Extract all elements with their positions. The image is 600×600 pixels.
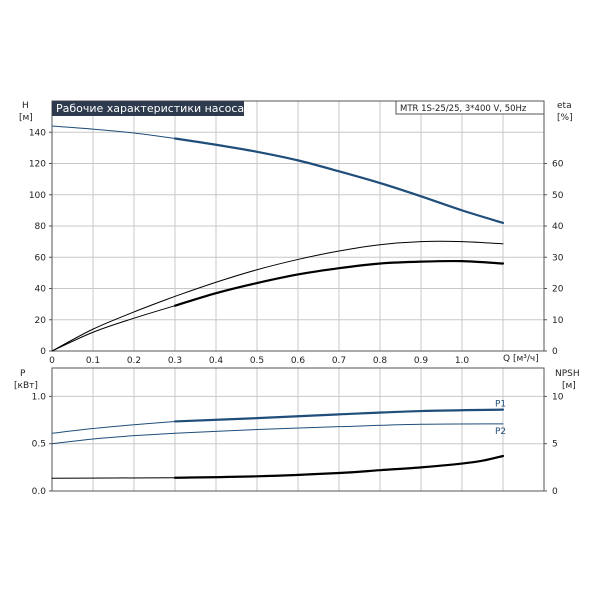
x-tick-label: 0.5 <box>250 356 264 366</box>
bottom-y-left-tick-label: 0.0 <box>32 487 47 497</box>
top-y-right-tick-label: 0 <box>552 347 558 357</box>
top-y-left-tick-label: 140 <box>29 128 46 138</box>
series-label-p2: P2 <box>495 427 506 437</box>
top-y-right-tick-label: 60 <box>552 160 564 170</box>
top-grid <box>52 101 544 351</box>
top-y-right-tick-label: 40 <box>552 222 564 232</box>
top-right-axis-label-1: eta <box>557 101 572 111</box>
x-tick-label: 0.6 <box>291 356 306 366</box>
top-y-left-tick-label: 100 <box>29 191 46 201</box>
top-series-line-5 <box>173 259 505 307</box>
bottom-panel: P1 P2 0.0 0.5 1.0 0 5 10 P [кВт] NPSH [м] <box>14 367 580 497</box>
x-tick-label: 0.3 <box>168 356 182 366</box>
top-left-axis-label-1: H <box>22 101 29 111</box>
bottom-right-axis-label-1: NPSH <box>555 369 580 379</box>
bottom-series-line-0 <box>51 420 176 434</box>
top-y-left-tick-label: 120 <box>29 160 46 170</box>
bottom-series-line-5 <box>173 454 505 479</box>
top-y-right-tick-label: 30 <box>552 253 564 263</box>
x-tick-label: 0.7 <box>332 356 346 366</box>
chart-title: Рабочие характеристики насоса <box>56 102 244 115</box>
top-series-line-4 <box>51 305 176 352</box>
top-right-axis-label-2: [%] <box>557 113 573 123</box>
x-tick-label: 0.9 <box>414 356 429 366</box>
bottom-left-axis-label-1: P <box>20 369 26 379</box>
x-tick-label: 0.2 <box>127 356 141 366</box>
top-y-left-tick-label: 0 <box>40 347 46 357</box>
top-ticks: 0 20 40 60 80 100 120 140 0 10 20 30 40 50 60 0 0.1 0.2 0.… <box>29 128 564 366</box>
top-left-axis-label-2: [м] <box>19 113 33 123</box>
top-y-left-tick-label: 60 <box>35 253 47 263</box>
top-series-line-1 <box>173 137 505 224</box>
bottom-ticks: 0.0 0.5 1.0 0 5 10 <box>32 392 564 497</box>
x-tick-label: 0.1 <box>86 356 100 366</box>
bottom-left-axis-label-2: [кВт] <box>14 381 38 391</box>
top-series-line-2 <box>51 295 176 352</box>
top-y-left-tick-label: 40 <box>35 285 47 295</box>
series-label-p1: P1 <box>495 400 506 410</box>
x-axis-label: Q [м³/ч] <box>503 354 539 364</box>
bottom-grid <box>52 368 544 491</box>
x-tick-label: 0.8 <box>373 356 388 366</box>
top-y-right-tick-label: 20 <box>552 285 564 295</box>
bottom-y-left-tick-label: 1.0 <box>32 392 47 402</box>
bottom-series-line-3 <box>174 423 504 434</box>
bottom-series-line-1 <box>173 408 505 423</box>
bottom-right-axis-label-2: [м] <box>562 381 576 391</box>
chart-title-bg <box>52 101 244 116</box>
bottom-series-line-2 <box>51 432 176 445</box>
bottom-y-right-tick-label: 0 <box>552 487 558 497</box>
top-panel: 0 20 40 60 80 100 120 140 0 10 20 30 40 50 60 0 0.1 0.2 0.… <box>19 100 573 366</box>
bottom-plot-frame <box>51 367 545 492</box>
top-y-right-tick-label: 50 <box>552 191 564 201</box>
top-series-line-0 <box>51 125 176 139</box>
top-series-line-3 <box>174 240 504 297</box>
bottom-y-right-tick-label: 5 <box>552 440 558 450</box>
bottom-series: P1 P2 <box>51 400 506 479</box>
x-tick-label: 0.4 <box>209 356 224 366</box>
model-label-box <box>395 100 545 115</box>
x-tick-label: 1.0 <box>455 356 470 366</box>
model-label: MTR 1S-25/25, 3*400 V, 50Hz <box>400 104 527 114</box>
top-y-left-tick-label: 80 <box>35 222 47 232</box>
top-series <box>51 125 505 352</box>
bottom-y-right-tick-label: 10 <box>552 392 564 402</box>
top-y-right-tick-label: 10 <box>552 316 564 326</box>
top-y-left-tick-label: 20 <box>35 316 47 326</box>
x-tick-label: 0 <box>49 356 55 366</box>
bottom-y-left-tick-label: 0.5 <box>32 440 46 450</box>
